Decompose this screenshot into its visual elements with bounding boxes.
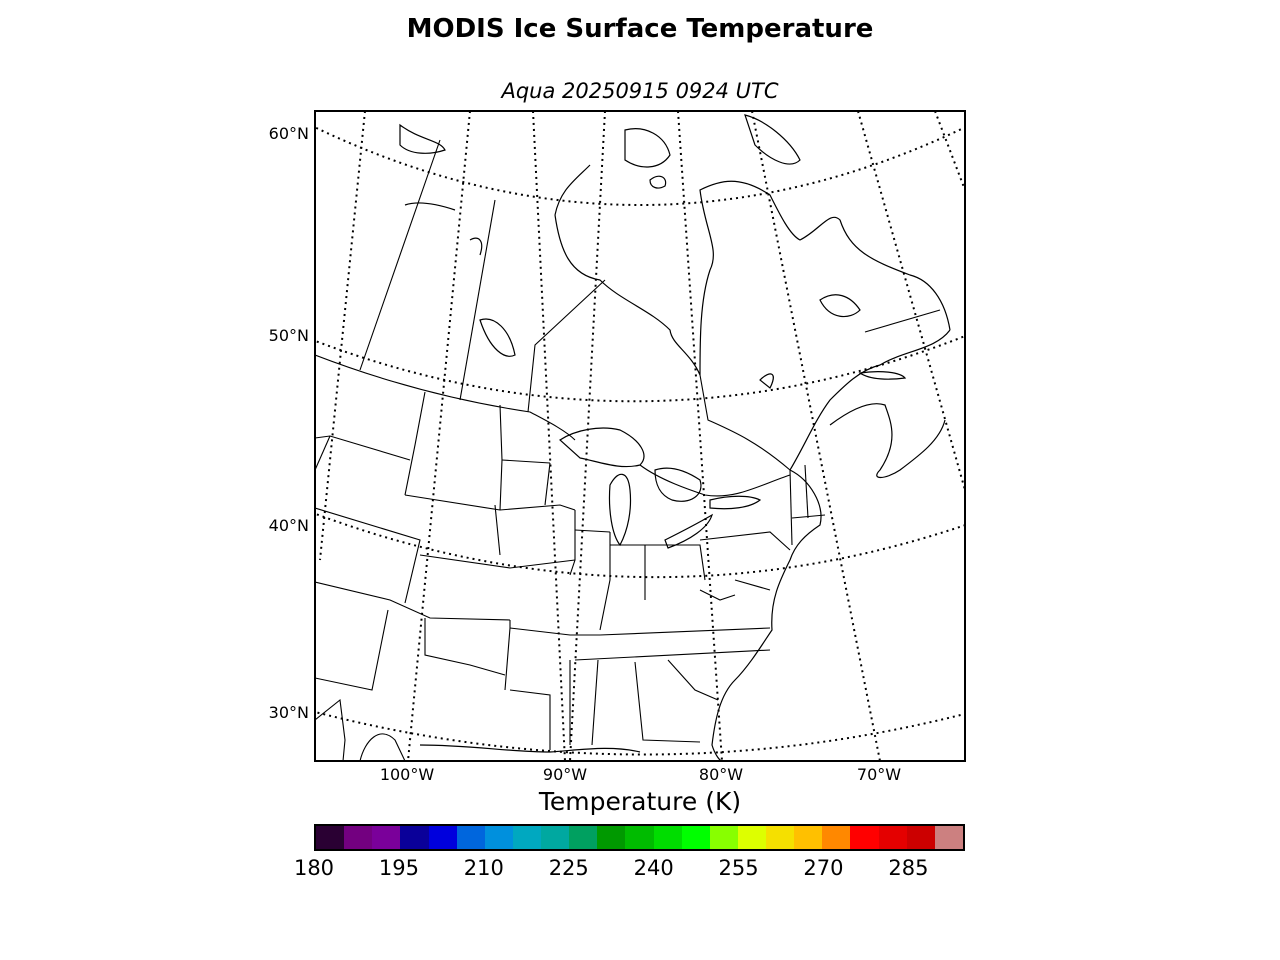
colorbar-cell — [569, 826, 598, 849]
colorbar-cell — [541, 826, 570, 849]
lon-label-90w: 90°W — [542, 765, 588, 784]
lon-label-80w: 80°W — [698, 765, 744, 784]
lat-label-50n: 50°N — [268, 326, 309, 345]
colorbar-cell — [400, 826, 429, 849]
colorbar-cell — [737, 826, 766, 849]
colorbar-tick-label: 210 — [463, 856, 504, 880]
colorbar-cell — [681, 826, 710, 849]
lat-label-30n: 30°N — [268, 703, 309, 722]
colorbar-cell — [428, 826, 457, 849]
coastlines — [399, 114, 951, 761]
colorbar-cell — [794, 826, 823, 849]
lon-label-100w: 100°W — [379, 765, 435, 784]
colorbar-cell — [906, 826, 935, 849]
colorbar — [314, 824, 965, 851]
colorbar-tick-label: 255 — [718, 856, 759, 880]
colorbar-cell — [484, 826, 513, 849]
chart-title: MODIS Ice Surface Temperature — [406, 14, 874, 44]
colorbar-cell — [597, 826, 626, 849]
colorbar-tick-label: 285 — [888, 856, 929, 880]
colorbar-cell — [766, 826, 795, 849]
colorbar-cell — [934, 826, 963, 849]
map-frame — [314, 110, 966, 762]
colorbar-tick-label: 225 — [548, 856, 589, 880]
colorbar-cell — [850, 826, 879, 849]
colorbar-tick-label: 240 — [633, 856, 674, 880]
latitude-lines — [315, 126, 965, 756]
longitude-lines — [319, 111, 965, 761]
colorbar-tick-label: 195 — [378, 856, 419, 880]
colorbar-cell — [625, 826, 654, 849]
colorbar-cell — [372, 826, 401, 849]
colorbar-tick-label: 180 — [293, 856, 335, 880]
colorbar-cell — [512, 826, 541, 849]
lat-label-40n: 40°N — [268, 516, 309, 535]
chart-subtitle: Aqua 20250915 0924 UTC — [501, 79, 779, 103]
colorbar-cell — [878, 826, 907, 849]
colorbar-label: Temperature (K) — [538, 787, 742, 816]
colorbar-cell — [316, 826, 345, 849]
colorbar-cell — [456, 826, 485, 849]
colorbar-tick-label: 270 — [803, 856, 844, 880]
lon-label-70w: 70°W — [856, 765, 902, 784]
colorbar-cell — [344, 826, 373, 849]
colorbar-cell — [653, 826, 682, 849]
colorbar-cell — [822, 826, 851, 849]
lat-label-60n: 60°N — [268, 124, 309, 143]
political-boundaries — [315, 139, 941, 761]
colorbar-cell — [709, 826, 738, 849]
